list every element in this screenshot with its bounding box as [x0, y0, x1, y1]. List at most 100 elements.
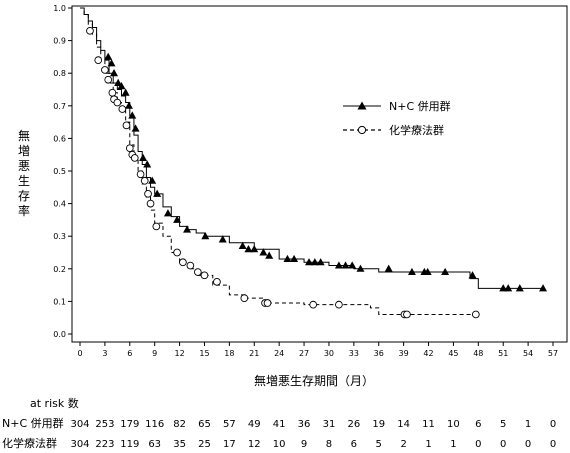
y-tick-label: 0.3 — [53, 232, 66, 241]
censor-mark — [200, 271, 209, 280]
at-risk-value: 12 — [248, 439, 261, 450]
at-risk-value: 304 — [70, 439, 89, 450]
at-risk-value: 253 — [95, 419, 114, 430]
censor-mark — [240, 294, 249, 302]
legend-marker-nc — [357, 101, 367, 110]
censor-mark — [341, 261, 350, 269]
censor-mark — [193, 268, 202, 276]
x-tick-label: 54 — [523, 349, 533, 358]
x-tick-label: 27 — [299, 349, 309, 358]
censor-mark — [283, 254, 292, 263]
y-axis-label-char: 増 — [18, 144, 30, 158]
censor-mark — [152, 222, 161, 231]
censor-mark — [128, 111, 137, 119]
censor-mark — [238, 241, 247, 249]
at-risk-value: 179 — [120, 419, 139, 430]
at-risk-value: 0 — [550, 419, 556, 430]
censor-mark — [130, 154, 139, 162]
y-tick-label: 1.0 — [53, 4, 66, 13]
censor-mark — [113, 98, 122, 107]
y-tick-label: 0.2 — [53, 265, 66, 274]
series-layer — [80, 7, 548, 319]
censor-mark — [423, 267, 432, 276]
censor-mark — [250, 245, 259, 253]
censor-mark — [139, 153, 148, 161]
censor-mark — [471, 310, 480, 319]
at-risk-value: 5 — [376, 439, 382, 450]
at-risk-row-label-chemo: 化学療法群 — [2, 436, 57, 450]
censor-mark — [504, 284, 513, 292]
at-risk-value: 1 — [450, 439, 456, 450]
series-line — [80, 7, 479, 315]
at-risk-value: 11 — [422, 419, 435, 430]
censor-mark — [310, 258, 319, 266]
censor-mark — [101, 66, 109, 74]
at-risk-value: 6 — [351, 439, 357, 450]
legend-label-chemo: 化学療法群 — [389, 123, 444, 137]
series-line — [80, 7, 545, 289]
censor-mark — [108, 88, 117, 97]
censor-mark — [143, 160, 152, 168]
censor-mark — [384, 264, 393, 272]
censor-mark — [104, 75, 113, 84]
at-risk-value: 65 — [198, 419, 211, 430]
y-axis-label-char: 悪 — [18, 159, 30, 173]
censor-mark — [183, 225, 192, 233]
at-risk-value: 82 — [173, 419, 186, 430]
at-risk-value: 0 — [525, 439, 531, 450]
x-tick-label: 30 — [324, 349, 334, 358]
censor-mark — [265, 251, 274, 259]
censor-mark — [259, 248, 268, 256]
at-risk-value: 26 — [347, 419, 360, 430]
censor-mark — [121, 88, 130, 96]
y-axis-label: 無増悪生存率 — [18, 128, 30, 218]
series-nc — [80, 7, 548, 292]
censor-mark — [110, 69, 119, 77]
censor-mark — [104, 52, 113, 60]
censor-mark — [122, 121, 131, 130]
x-tick-label: 36 — [374, 349, 384, 358]
censor-mark — [114, 78, 123, 86]
x-tick-label: 18 — [224, 349, 234, 358]
y-axis-label-char: 存 — [18, 189, 30, 203]
censor-mark — [173, 215, 182, 223]
at-risk-value: 0 — [475, 439, 481, 450]
censor-mark — [86, 26, 94, 35]
at-risk-value: 31 — [323, 419, 336, 430]
legend: N+C 併用群 化学療法群 — [343, 99, 451, 137]
y-tick-label: 0.8 — [53, 69, 66, 78]
at-risk-value: 1 — [525, 419, 531, 430]
y-axis-label-char: 無 — [18, 128, 30, 143]
censor-mark — [356, 264, 365, 272]
y-axis-label-char: 率 — [18, 203, 30, 218]
x-tick-label: 57 — [548, 349, 558, 358]
censor-mark — [136, 170, 145, 179]
x-tick-label: 0 — [77, 349, 82, 358]
at-risk-value: 9 — [301, 439, 307, 450]
at-risk-value: 0 — [500, 439, 506, 450]
x-tick-label: 48 — [473, 349, 483, 358]
x-tick-label: 15 — [199, 349, 209, 358]
y-tick-label: 0.5 — [53, 167, 66, 176]
censor-mark — [153, 189, 162, 197]
censor-mark — [117, 82, 126, 90]
at-risk-value: 19 — [372, 419, 385, 430]
at-risk-value: 5 — [500, 419, 506, 430]
censor-mark — [148, 176, 157, 184]
censor-mark — [118, 105, 127, 113]
censor-mark — [305, 258, 314, 266]
x-tick-label: 51 — [498, 349, 508, 358]
censor-mark — [290, 254, 299, 263]
x-tick-label: 9 — [152, 349, 157, 358]
censor-mark — [125, 144, 134, 153]
x-tick-label: 39 — [399, 349, 409, 358]
censor-mark — [201, 232, 210, 240]
at-risk-value: 63 — [148, 439, 161, 450]
censor-mark — [107, 59, 116, 67]
y-tick-label: 0.1 — [53, 297, 66, 306]
at-risk-row-label-nc: N+C 併用群 — [2, 416, 64, 430]
at-risk-title: at risk 数 — [30, 397, 79, 410]
censor-mark — [539, 284, 548, 292]
censor-mark — [124, 101, 133, 109]
